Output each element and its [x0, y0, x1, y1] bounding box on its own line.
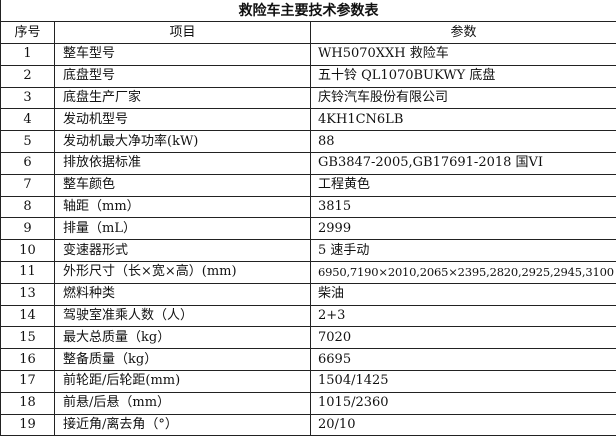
row-number: 19 [0, 413, 55, 436]
table-row: 16 整备质量（kg） 6695 [0, 348, 616, 371]
row-number: 1 [0, 43, 55, 66]
row-item: 底盘生产厂家 [54, 86, 311, 110]
row-number: 8 [0, 195, 55, 219]
table-row: 14 驾驶室准乘人数（人） 2+3 [0, 304, 616, 328]
table-row: 1 整车型号 WH5070XXH 救险车 [0, 43, 616, 66]
table-row: 8 轴距（mm） 3815 [0, 195, 616, 219]
header-row: 序号 项目 参数 [0, 21, 616, 44]
row-item: 整备质量（kg） [54, 348, 311, 371]
row-item: 底盘型号 [54, 64, 311, 88]
row-value: 3815 [310, 195, 616, 219]
table-row: 13 燃料种类 柴油 [0, 282, 616, 306]
row-item: 发动机最大净功率(kW) [54, 130, 311, 153]
row-number: 18 [0, 391, 55, 415]
row-item: 排放依据标准 [54, 151, 311, 175]
row-number: 3 [0, 86, 55, 110]
row-number: 14 [0, 304, 55, 328]
row-value: 20/10 [310, 413, 616, 436]
row-item: 变速器形式 [54, 239, 311, 262]
row-value: 1015/2360 [310, 391, 616, 415]
row-item: 排量（mL） [54, 217, 311, 241]
row-value: 7020 [310, 326, 616, 350]
table-row: 4 发动机型号 4KH1CN6LB [0, 108, 616, 132]
row-value: GB3847-2005,GB17691-2018 国VI [310, 151, 616, 175]
row-item: 发动机型号 [54, 108, 311, 132]
row-item: 整车型号 [54, 43, 311, 66]
row-number: 15 [0, 326, 55, 350]
table-row: 11 外形尺寸（长×宽×高）(mm) 6950,7190×2010,2065×239… [0, 260, 616, 284]
row-item: 最大总质量（kg） [54, 326, 311, 350]
row-number: 17 [0, 369, 55, 393]
table-title: 救险车主要技术参数表 [0, 0, 616, 22]
row-value: 2+3 [310, 304, 616, 328]
row-value: 88 [310, 130, 616, 153]
header-item: 项目 [54, 21, 311, 44]
table-row: 5 发动机最大净功率(kW) 88 [0, 130, 616, 153]
header-no: 序号 [0, 21, 55, 44]
row-number: 2 [0, 64, 55, 88]
table-row: 2 底盘型号 五十铃 QL1070BUKWY 底盘 [0, 64, 616, 88]
table-row: 7 整车颜色 工程黄色 [0, 173, 616, 197]
row-number: 9 [0, 217, 55, 241]
table-row: 18 前悬/后悬（mm） 1015/2360 [0, 391, 616, 415]
row-item: 驾驶室准乘人数（人） [54, 304, 311, 328]
table-row: 17 前轮距/后轮距(mm) 1504/1425 [0, 369, 616, 393]
row-number: 5 [0, 130, 55, 153]
row-item: 整车颜色 [54, 173, 311, 197]
row-item: 前悬/后悬（mm） [54, 391, 311, 415]
row-number: 11 [0, 260, 55, 284]
table-row: 6 排放依据标准 GB3847-2005,GB17691-2018 国VI [0, 151, 616, 175]
row-item: 轴距（mm） [54, 195, 311, 219]
table-row: 9 排量（mL） 2999 [0, 217, 616, 241]
row-number: 13 [0, 282, 55, 306]
table-row: 10 变速器形式 5 速手动 [0, 239, 616, 262]
row-number: 6 [0, 151, 55, 175]
table-title-row: 救险车主要技术参数表 [0, 0, 616, 22]
table-row: 3 底盘生产厂家 庆铃汽车股份有限公司 [0, 86, 616, 110]
row-value: 6950,7190×2010,2065×2395,2820,2925,2945,… [310, 260, 616, 284]
row-value: 柴油 [310, 282, 616, 306]
row-value: 2999 [310, 217, 616, 241]
table-row: 15 最大总质量（kg） 7020 [0, 326, 616, 350]
row-value: 6695 [310, 348, 616, 371]
row-value: 庆铃汽车股份有限公司 [310, 86, 616, 110]
row-value: 5 速手动 [310, 239, 616, 262]
row-value: 五十铃 QL1070BUKWY 底盘 [310, 64, 616, 88]
table-row: 19 接近角/离去角（°） 20/10 [0, 413, 616, 436]
row-item: 接近角/离去角（°） [54, 413, 311, 436]
row-number: 4 [0, 108, 55, 132]
row-item: 前轮距/后轮距(mm) [54, 369, 311, 393]
row-value: WH5070XXH 救险车 [310, 43, 616, 66]
row-number: 7 [0, 173, 55, 197]
row-value: 4KH1CN6LB [310, 108, 616, 132]
header-value: 参数 [310, 21, 616, 44]
row-value: 工程黄色 [310, 173, 616, 197]
row-item: 外形尺寸（长×宽×高）(mm) [54, 260, 311, 284]
row-item: 燃料种类 [54, 282, 311, 306]
row-number: 10 [0, 239, 55, 262]
row-value: 1504/1425 [310, 369, 616, 393]
row-number: 16 [0, 348, 55, 371]
